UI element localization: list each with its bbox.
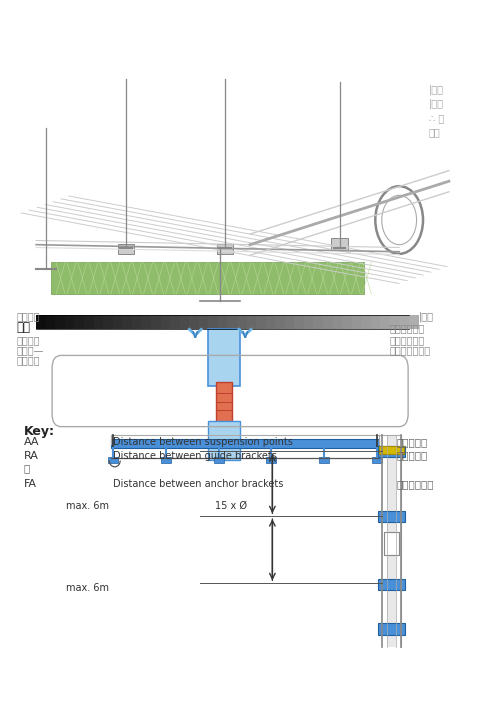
Bar	[342, 315, 352, 329]
Text: 管卡: 管卡	[16, 321, 30, 334]
Bar	[84, 315, 94, 329]
Bar	[378, 624, 404, 634]
Polygon shape	[51, 263, 364, 294]
Bar	[198, 315, 208, 329]
Bar	[56, 315, 65, 329]
Bar	[400, 315, 409, 329]
Bar	[132, 315, 141, 329]
Bar	[74, 315, 85, 329]
Text: 15 x Ø: 15 x Ø	[215, 501, 247, 510]
Text: |定关: |定关	[429, 98, 444, 109]
Bar	[266, 315, 276, 329]
Text: 种固定管卡。: 种固定管卡。	[389, 323, 424, 333]
Text: 导向管卡间: 导向管卡间	[396, 450, 428, 460]
Bar	[386, 435, 396, 646]
Bar	[170, 315, 180, 329]
Bar	[378, 445, 404, 457]
Bar	[304, 315, 314, 329]
Bar	[371, 315, 380, 329]
Bar	[189, 315, 199, 329]
Text: max. 6m: max. 6m	[66, 501, 109, 510]
Bar	[379, 445, 404, 454]
Bar	[208, 421, 240, 459]
Text: ∴ 而: ∴ 而	[429, 113, 444, 122]
Text: Key:: Key:	[24, 425, 55, 438]
Bar	[108, 457, 118, 463]
Bar	[294, 315, 304, 329]
Text: 就可以和: 就可以和	[16, 312, 40, 321]
Text: 悬挂点间距: 悬挂点间距	[396, 437, 428, 447]
Bar	[378, 579, 404, 590]
Bar	[208, 329, 240, 386]
Bar	[161, 457, 171, 463]
Bar	[256, 315, 266, 329]
Bar	[330, 239, 348, 250]
Text: 具体尺寸: 具体尺寸	[16, 355, 40, 365]
Bar	[112, 315, 122, 329]
Bar	[323, 315, 333, 329]
Bar	[160, 315, 170, 329]
Bar	[332, 315, 342, 329]
Text: 电焊圈—: 电焊圈—	[16, 346, 44, 355]
Bar	[372, 457, 382, 463]
Text: |同样: |同样	[419, 312, 434, 322]
Text: 昀不: 昀不	[429, 127, 441, 137]
Bar	[214, 457, 224, 463]
Bar	[314, 315, 324, 329]
Bar	[208, 315, 218, 329]
Bar	[237, 315, 247, 329]
Text: 距: 距	[24, 463, 30, 473]
Bar	[378, 510, 404, 522]
Bar	[380, 315, 390, 329]
Bar	[122, 315, 132, 329]
Text: V: V	[242, 331, 248, 340]
Bar	[111, 439, 380, 447]
Text: Distance between anchor brackets: Distance between anchor brackets	[114, 479, 284, 489]
Bar	[216, 382, 232, 425]
Bar	[275, 315, 285, 329]
Bar	[103, 315, 113, 329]
Text: Distance between guide brackets: Distance between guide brackets	[114, 450, 277, 460]
Text: |度昀: |度昀	[429, 84, 444, 95]
Bar	[151, 315, 161, 329]
Text: 导向管卡，和: 导向管卡，和	[389, 336, 424, 346]
Bar	[285, 315, 294, 329]
Text: RA: RA	[24, 450, 38, 460]
Bar	[384, 532, 398, 555]
Bar	[266, 457, 276, 463]
Bar	[94, 315, 104, 329]
Bar	[65, 315, 74, 329]
Bar	[246, 315, 256, 329]
Text: AA: AA	[24, 437, 40, 447]
Bar	[352, 315, 362, 329]
Text: 管卡分为: 管卡分为	[16, 336, 40, 346]
Bar	[362, 315, 371, 329]
Bar	[118, 244, 134, 254]
Bar	[36, 315, 46, 329]
Text: Distance between suspension points: Distance between suspension points	[114, 437, 293, 447]
Bar	[319, 457, 329, 463]
Bar	[46, 315, 56, 329]
Bar	[228, 315, 237, 329]
Bar	[218, 315, 228, 329]
Bar	[142, 315, 151, 329]
Bar	[180, 315, 190, 329]
Text: max. 6m: max. 6m	[66, 583, 109, 593]
Bar	[390, 315, 400, 329]
Text: 卡和固定管卡。: 卡和固定管卡。	[389, 346, 430, 355]
Bar	[409, 315, 419, 329]
Text: V: V	[192, 331, 198, 340]
Text: 锚固管卡间距: 锚固管卡间距	[396, 479, 434, 489]
Text: FA: FA	[24, 479, 37, 489]
Bar	[217, 244, 233, 254]
